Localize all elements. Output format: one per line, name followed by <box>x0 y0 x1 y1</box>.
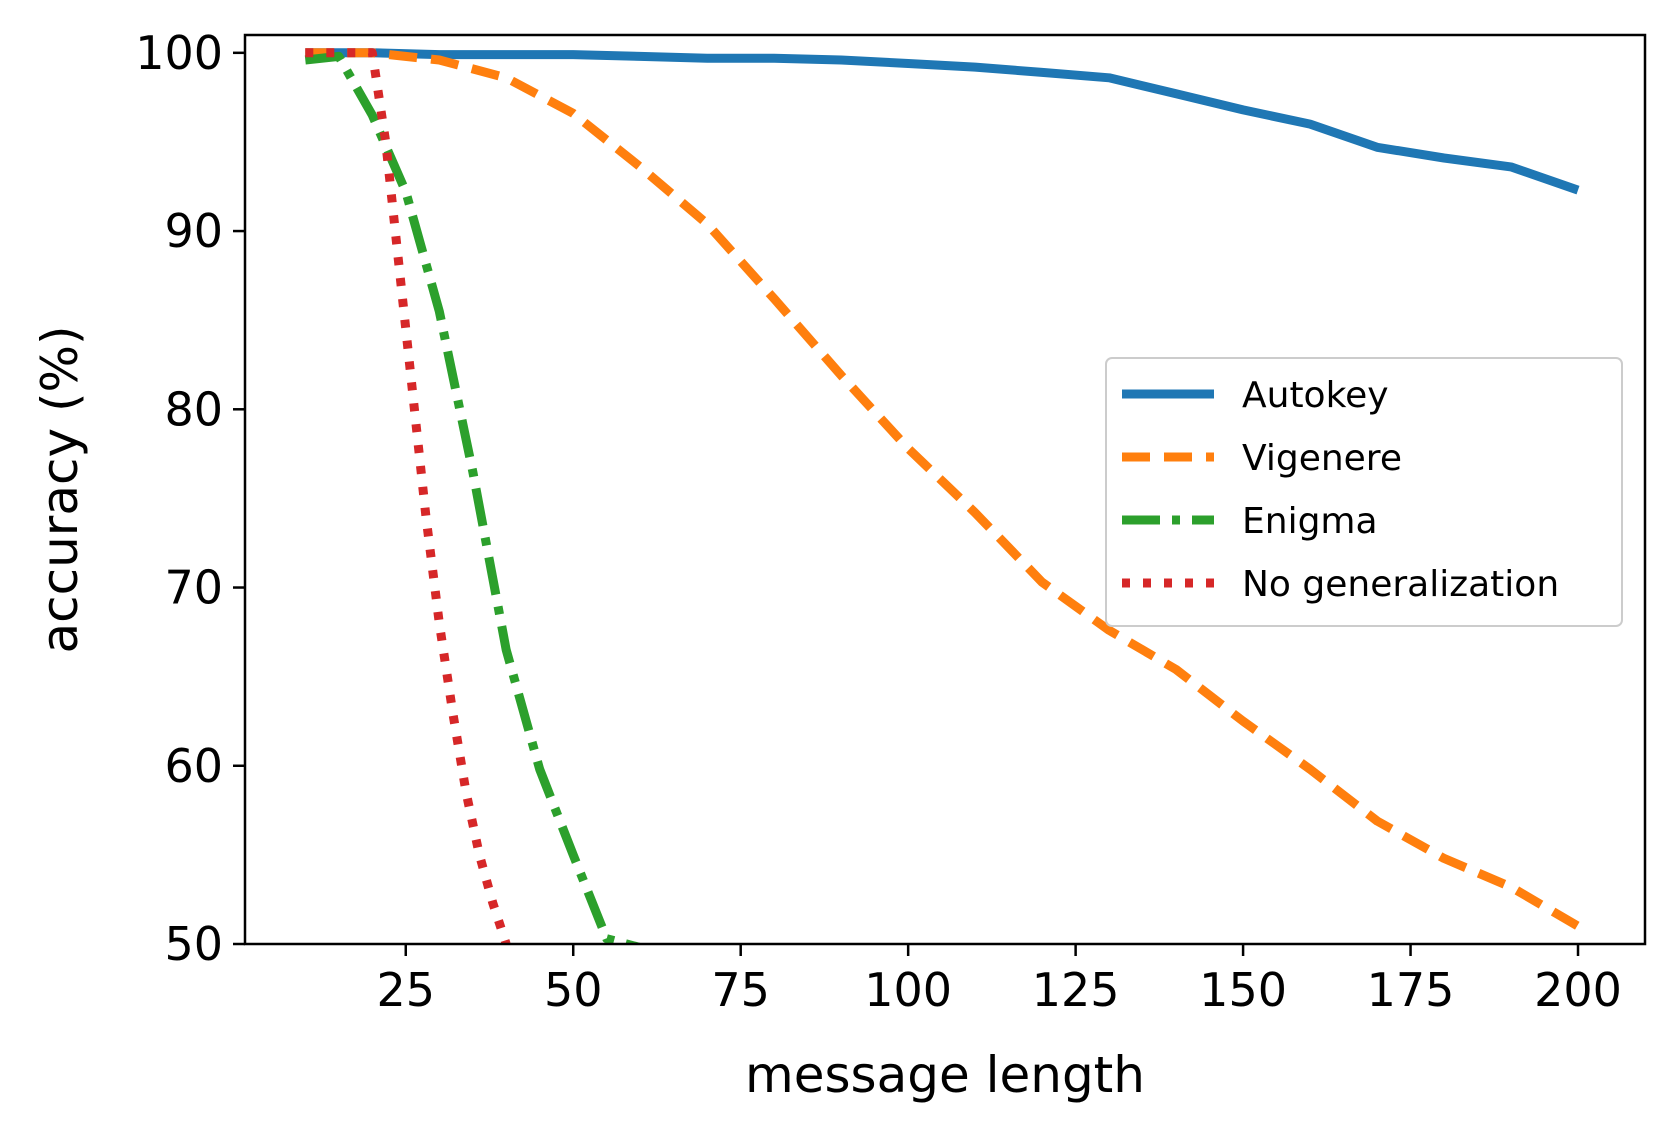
series-line-no-generalization <box>305 48 511 944</box>
y-tick-label: 90 <box>164 204 223 258</box>
series-line-vigenere <box>305 48 1581 931</box>
legend-label-autokey: Autokey <box>1242 375 1389 416</box>
series-line-autokey <box>305 48 1580 195</box>
x-tick-label: 100 <box>864 963 952 1017</box>
x-tick-label: 125 <box>1032 963 1120 1017</box>
ticks-layer: 25 50 75 100 125 150 175 200 50 60 70 80 90 100 <box>135 26 1622 1017</box>
x-tick-label: 25 <box>376 963 435 1017</box>
x-tick-label: 150 <box>1199 963 1287 1017</box>
x-axis-label: message length <box>745 1046 1145 1104</box>
legend-box <box>1105 357 1623 627</box>
y-tick-label: 60 <box>164 739 223 793</box>
legend-label-vigenere: Vigenere <box>1242 438 1402 479</box>
legend-label-enigma: Enigma <box>1242 501 1378 542</box>
legend: Autokey Vigenere Enigma No generalization <box>1105 357 1623 627</box>
series-layer <box>304 48 1581 944</box>
x-tick-label: 200 <box>1534 963 1622 1017</box>
y-axis-label: accuracy (%) <box>31 325 89 653</box>
y-tick-label: 70 <box>164 561 223 615</box>
series-line-enigma <box>304 51 642 944</box>
plot-frame <box>243 33 1647 946</box>
x-tick-label: 175 <box>1367 963 1455 1017</box>
y-tick-label: 100 <box>135 26 223 80</box>
x-tick-label: 75 <box>711 963 770 1017</box>
y-tick-label: 50 <box>164 917 223 971</box>
legend-label-no-generalization: No generalization <box>1242 564 1559 605</box>
y-tick-label: 80 <box>164 382 223 436</box>
x-tick-label: 50 <box>544 963 603 1017</box>
